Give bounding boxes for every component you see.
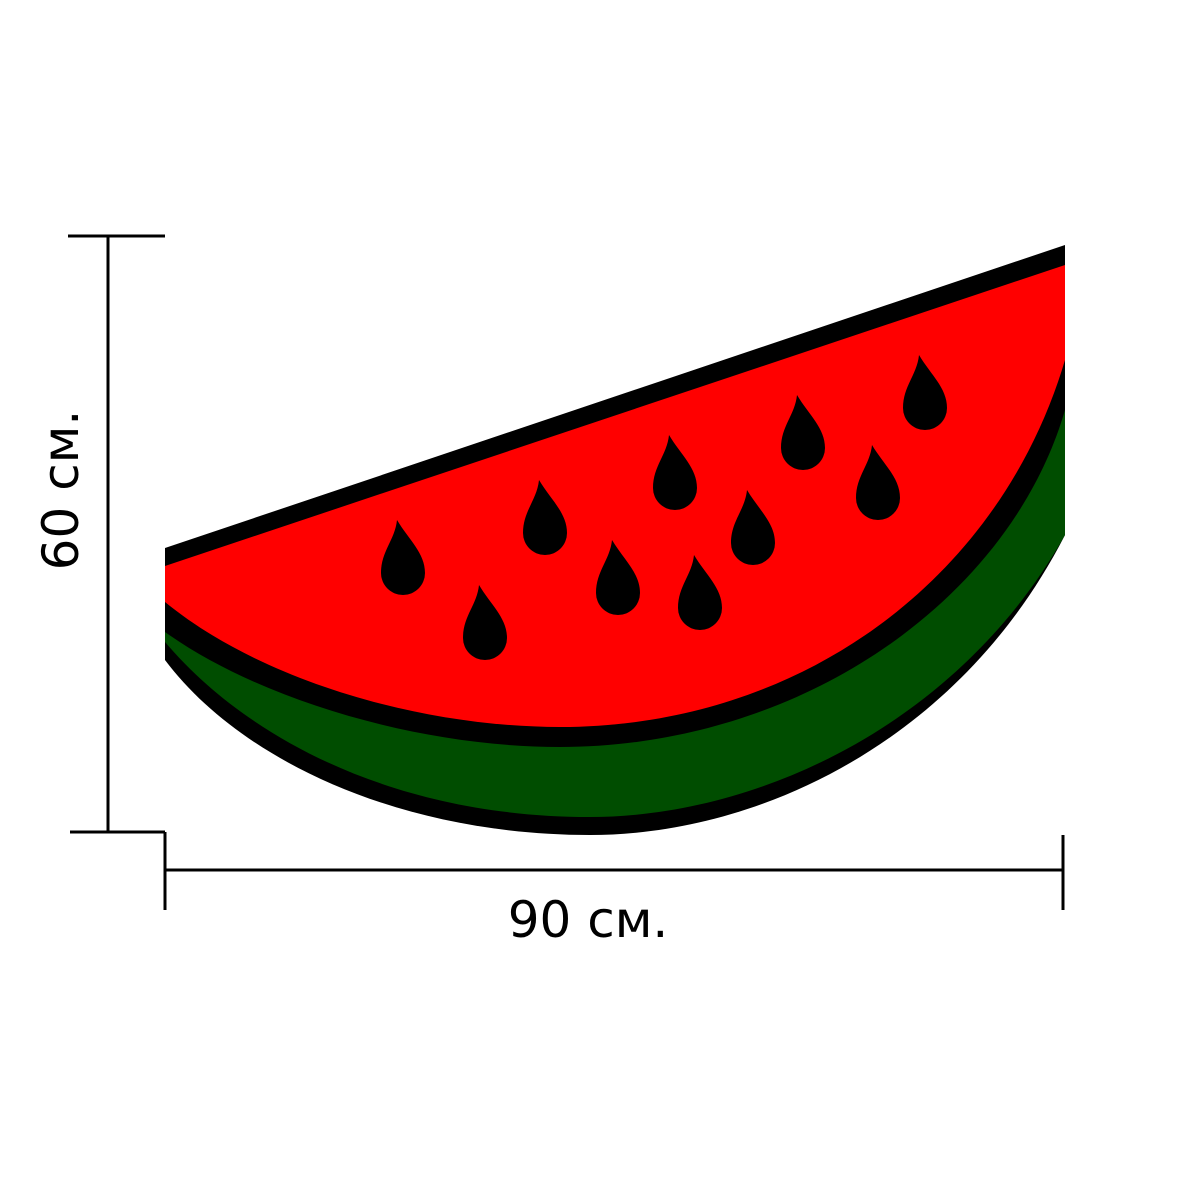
seed: [856, 445, 900, 520]
seed: [678, 555, 722, 630]
dimension-lines: [68, 234, 1065, 910]
seed: [381, 520, 425, 595]
rind: [165, 410, 1065, 817]
watermelon: [165, 245, 1065, 835]
seed: [523, 480, 567, 555]
seeds: [381, 355, 947, 660]
seed: [653, 435, 697, 510]
seed: [781, 395, 825, 470]
seed: [463, 585, 507, 660]
seed: [596, 540, 640, 615]
seed: [903, 355, 947, 430]
seed: [731, 490, 775, 565]
flesh: [165, 265, 1065, 727]
width-label: 90 см.: [508, 891, 669, 949]
height-label: 60 см.: [32, 410, 90, 571]
